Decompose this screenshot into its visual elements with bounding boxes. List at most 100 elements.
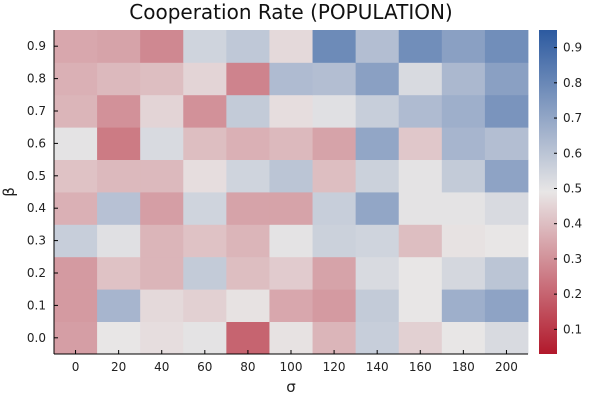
colorbar-tick-label: 0.5 <box>563 181 582 195</box>
heatmap-cell <box>226 321 270 355</box>
x-tick-label: 140 <box>366 360 389 374</box>
heatmap-cell <box>484 289 529 322</box>
heatmap-cell <box>140 289 184 322</box>
heatmap-cell <box>54 289 98 322</box>
x-tick-label: 160 <box>409 360 432 374</box>
x-tick-label: 100 <box>280 360 303 374</box>
heatmap-cell <box>355 321 400 355</box>
heatmap-cell <box>441 62 486 96</box>
heatmap-cell <box>140 192 184 225</box>
heatmap-cell <box>484 94 529 128</box>
heatmap-cell <box>54 94 98 128</box>
heatmap-cell <box>398 159 443 193</box>
colorbar-tick-label: 0.1 <box>563 322 582 336</box>
heatmap-cell <box>54 321 98 355</box>
heatmap-cell <box>355 62 400 96</box>
heatmap-cell <box>355 224 400 258</box>
heatmap-cell <box>312 94 357 128</box>
y-tick-label: 0.2 <box>27 266 46 280</box>
heatmap-cell <box>355 127 400 160</box>
heatmap-cell <box>269 127 313 160</box>
x-tick-label: 60 <box>197 360 212 374</box>
heatmap-cell <box>183 159 227 193</box>
heatmap-cell <box>398 224 443 258</box>
colorbar-tick-label: 0.8 <box>563 76 582 90</box>
heatmap-cell <box>97 321 141 355</box>
heatmap-cell <box>398 289 443 322</box>
heatmap-cell <box>398 94 443 128</box>
heatmap-cell <box>54 159 98 193</box>
y-tick-label: 0.6 <box>27 136 46 150</box>
heatmap-cell <box>183 256 227 290</box>
heatmap-cell <box>226 192 270 225</box>
heatmap-cell <box>140 62 184 96</box>
heatmap-cell <box>312 224 357 258</box>
heatmap-cell <box>140 30 184 63</box>
heatmap-cell <box>140 127 184 160</box>
heatmap-cell <box>484 62 529 96</box>
x-tick-label: 180 <box>452 360 475 374</box>
y-tick-label: 0.9 <box>27 39 46 53</box>
y-tick-label: 0.1 <box>27 298 46 312</box>
heatmap-cell <box>226 256 270 290</box>
heatmap-cell <box>441 127 486 160</box>
heatmap-cell <box>54 224 98 258</box>
heatmap-cell <box>312 127 357 160</box>
heatmap-cell <box>269 192 313 225</box>
heatmap-cell <box>398 127 443 160</box>
heatmap-cell <box>97 159 141 193</box>
colorbar-tick-label: 0.3 <box>563 252 582 266</box>
heatmap-cell <box>183 94 227 128</box>
heatmap-cell <box>140 256 184 290</box>
heatmap-cell <box>226 30 270 63</box>
heatmap-cell <box>269 321 313 355</box>
heatmap-cell <box>441 321 486 355</box>
heatmap-cell <box>269 159 313 193</box>
heatmap-cell <box>269 94 313 128</box>
heatmap-cell <box>312 256 357 290</box>
heatmap-cell <box>140 159 184 193</box>
colorbar-tick-label: 0.9 <box>563 41 582 55</box>
heatmap-cell <box>398 192 443 225</box>
y-tick-label: 0.5 <box>27 169 46 183</box>
x-axis-ticks: 0 20 40 60 80 100 120 140 160 180 200 <box>72 350 518 374</box>
x-tick-label: 120 <box>323 360 346 374</box>
heatmap-cell <box>226 94 270 128</box>
heatmap-cell <box>54 62 98 96</box>
heatmap-cell <box>355 30 400 63</box>
heatmap-cell <box>441 289 486 322</box>
colorbar-tick-label: 0.4 <box>563 217 582 231</box>
y-tick-label: 0.7 <box>27 104 46 118</box>
heatmap-cell <box>484 256 529 290</box>
x-tick-label: 80 <box>240 360 255 374</box>
heatmap-cell <box>269 289 313 322</box>
heatmap-cell <box>312 30 357 63</box>
heatmap-cell <box>54 256 98 290</box>
heatmap-cell <box>97 30 141 63</box>
heatmap-cell <box>183 289 227 322</box>
heatmap-cell <box>183 192 227 225</box>
x-tick-label: 40 <box>154 360 169 374</box>
heatmap-cell <box>441 159 486 193</box>
heatmap-cell <box>183 321 227 355</box>
heatmap-cell <box>441 256 486 290</box>
heatmap-cell <box>312 321 357 355</box>
heatmap-cell <box>312 289 357 322</box>
colorbar-tick-label: 0.2 <box>563 287 582 301</box>
heatmap-cell <box>140 94 184 128</box>
heatmap-cell <box>226 224 270 258</box>
heatmap-cell <box>355 256 400 290</box>
heatmap-cell <box>54 127 98 160</box>
heatmap-cell <box>484 30 529 63</box>
heatmap-cell <box>226 62 270 96</box>
heatmap-cells <box>54 30 529 355</box>
heatmap-cell <box>183 30 227 63</box>
heatmap-cell <box>97 94 141 128</box>
heatmap-cell <box>97 62 141 96</box>
colorbar-tick-label: 0.7 <box>563 111 582 125</box>
heatmap-cell <box>355 94 400 128</box>
y-axis-title: β <box>0 187 18 197</box>
heatmap-cell <box>97 256 141 290</box>
heatmap-cell <box>484 127 529 160</box>
heatmap-cell <box>97 289 141 322</box>
